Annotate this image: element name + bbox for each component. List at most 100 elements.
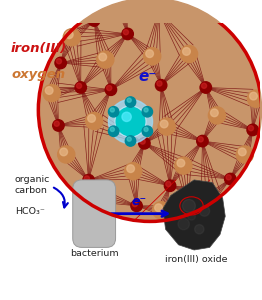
Circle shape: [160, 120, 168, 128]
Circle shape: [199, 206, 210, 216]
Circle shape: [125, 136, 136, 146]
Circle shape: [247, 90, 262, 107]
Circle shape: [142, 106, 152, 117]
Text: oxygen: oxygen: [11, 68, 65, 81]
Circle shape: [195, 225, 204, 234]
Circle shape: [110, 127, 114, 131]
Circle shape: [155, 80, 167, 91]
Circle shape: [182, 201, 194, 213]
Text: e⁻: e⁻: [138, 69, 157, 84]
Circle shape: [38, 0, 261, 221]
Circle shape: [110, 108, 114, 112]
Text: bacterium: bacterium: [70, 249, 118, 258]
Circle shape: [83, 174, 94, 186]
Text: iron(III) oxide: iron(III) oxide: [165, 255, 228, 264]
Circle shape: [84, 176, 89, 181]
Circle shape: [178, 218, 189, 230]
Circle shape: [144, 127, 148, 131]
Circle shape: [108, 99, 152, 144]
Circle shape: [152, 202, 170, 219]
Circle shape: [113, 1, 131, 18]
Circle shape: [181, 45, 198, 63]
Circle shape: [139, 138, 150, 149]
Circle shape: [75, 82, 86, 93]
Circle shape: [182, 200, 195, 212]
Circle shape: [77, 83, 81, 88]
Circle shape: [201, 83, 207, 88]
Circle shape: [200, 82, 211, 93]
Circle shape: [247, 124, 258, 136]
Circle shape: [123, 30, 128, 35]
Circle shape: [99, 190, 107, 198]
Circle shape: [144, 108, 148, 112]
Circle shape: [146, 50, 154, 58]
Circle shape: [116, 107, 145, 136]
Circle shape: [53, 120, 64, 131]
Circle shape: [107, 85, 112, 91]
Circle shape: [115, 106, 146, 137]
FancyBboxPatch shape: [73, 180, 116, 248]
Circle shape: [131, 200, 142, 212]
Circle shape: [166, 182, 171, 187]
Circle shape: [89, 15, 100, 26]
Polygon shape: [163, 180, 225, 250]
Circle shape: [177, 159, 185, 167]
FancyArrowPatch shape: [54, 188, 68, 207]
Circle shape: [58, 146, 75, 163]
Text: e⁻: e⁻: [132, 196, 147, 208]
Circle shape: [127, 165, 134, 172]
Circle shape: [140, 139, 145, 144]
Circle shape: [122, 112, 131, 122]
Circle shape: [60, 148, 68, 156]
Circle shape: [188, 212, 195, 220]
Circle shape: [56, 59, 62, 64]
Circle shape: [157, 81, 162, 86]
Circle shape: [210, 109, 218, 117]
Circle shape: [127, 98, 131, 102]
Circle shape: [88, 115, 95, 122]
Circle shape: [158, 118, 175, 135]
Circle shape: [105, 84, 117, 95]
Circle shape: [97, 51, 114, 68]
Circle shape: [97, 188, 114, 206]
Circle shape: [226, 175, 231, 180]
Circle shape: [184, 203, 189, 208]
Circle shape: [198, 137, 203, 142]
Circle shape: [90, 16, 95, 21]
Circle shape: [197, 135, 208, 147]
Circle shape: [142, 126, 152, 136]
Circle shape: [125, 97, 136, 107]
Circle shape: [225, 173, 236, 185]
Circle shape: [86, 112, 103, 130]
Circle shape: [205, 190, 213, 198]
Circle shape: [43, 85, 60, 102]
Text: iron(III): iron(III): [11, 42, 67, 55]
Circle shape: [164, 180, 176, 191]
Circle shape: [238, 148, 246, 156]
Circle shape: [116, 3, 123, 10]
Circle shape: [66, 31, 73, 39]
Circle shape: [55, 57, 66, 69]
Circle shape: [63, 29, 80, 46]
Circle shape: [108, 126, 119, 136]
Text: HCO₃⁻: HCO₃⁻: [15, 207, 45, 216]
Circle shape: [127, 137, 131, 141]
Circle shape: [155, 204, 162, 212]
Circle shape: [125, 163, 142, 180]
Circle shape: [175, 157, 192, 174]
Text: organic
carbon: organic carbon: [15, 175, 50, 195]
Circle shape: [208, 107, 226, 124]
Circle shape: [203, 188, 220, 206]
Circle shape: [108, 106, 119, 117]
Circle shape: [153, 6, 165, 17]
Circle shape: [122, 28, 133, 40]
Circle shape: [132, 202, 138, 207]
Circle shape: [250, 92, 257, 100]
Circle shape: [248, 126, 254, 131]
Circle shape: [155, 7, 160, 12]
Circle shape: [45, 87, 53, 94]
Circle shape: [99, 53, 107, 61]
Circle shape: [54, 121, 59, 126]
Circle shape: [183, 48, 190, 55]
Circle shape: [144, 48, 161, 65]
